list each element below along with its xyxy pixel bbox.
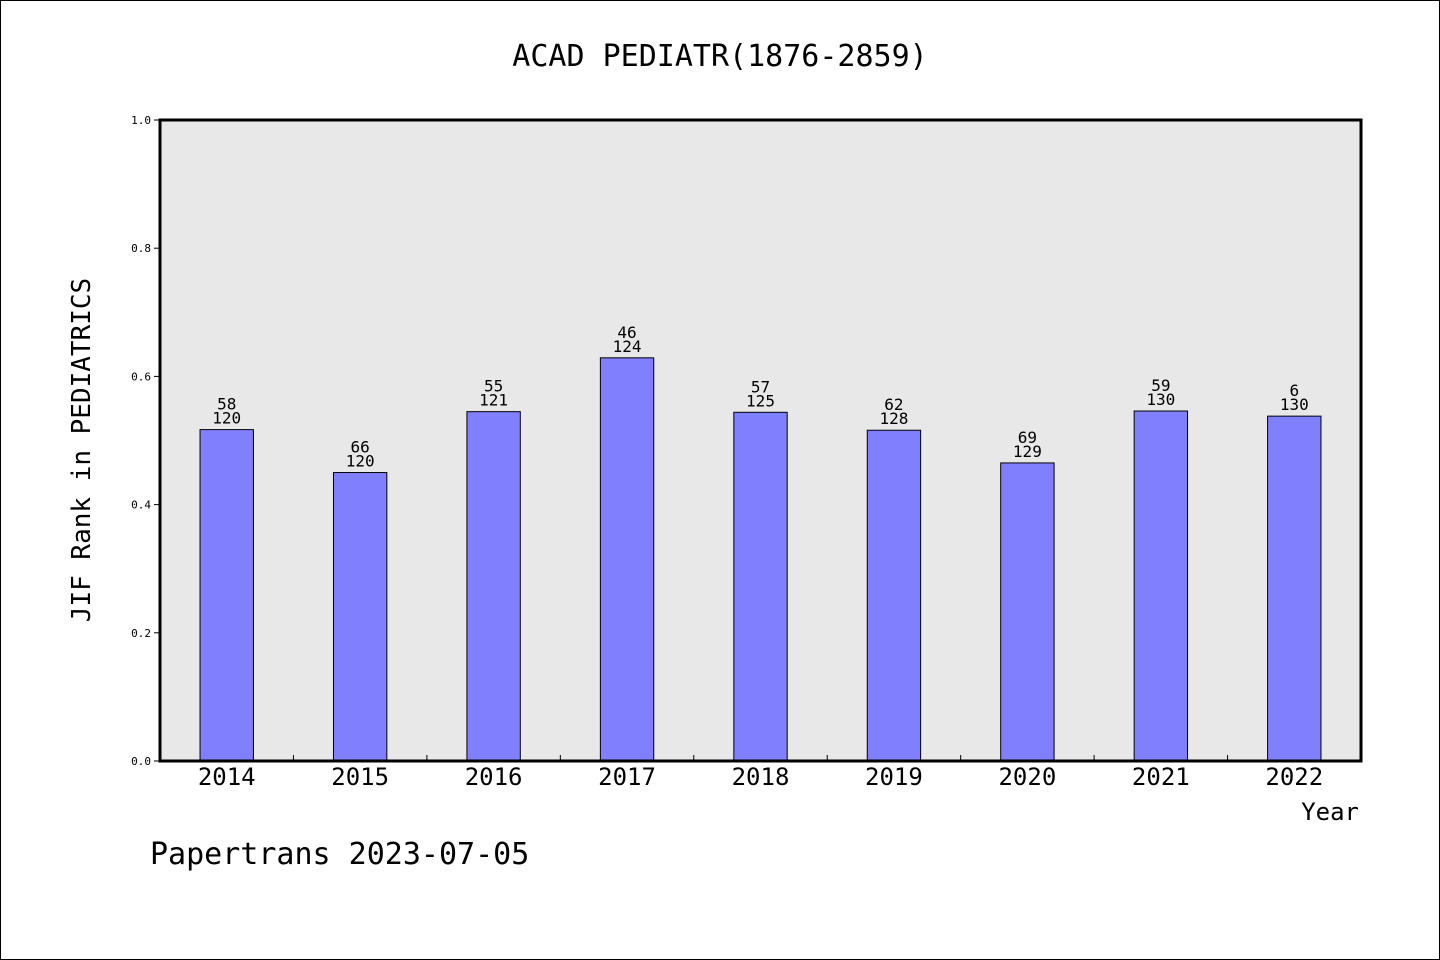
bar-rank-label: 66	[351, 438, 370, 457]
bar-total-label: 128	[879, 409, 908, 428]
x-tick-label: 2020	[998, 763, 1056, 791]
bar-total-label: 124	[613, 337, 642, 356]
x-tick-label: 2017	[598, 763, 656, 791]
y-axis-label: JIF Rank in PEDIATRICS	[67, 278, 97, 622]
x-tick-label: 2019	[865, 763, 923, 791]
bar-total-label: 129	[1013, 442, 1042, 461]
chart-title: ACAD PEDIATR(1876-2859)	[512, 39, 927, 74]
bar-total-label: 121	[479, 391, 508, 410]
bar-2018	[733, 411, 788, 762]
y-tick-label: 1.0	[131, 114, 151, 127]
x-tick-label: 2022	[1265, 763, 1323, 791]
x-axis-label: Year	[1301, 798, 1359, 826]
y-tick-label: 0.0	[131, 755, 151, 768]
bar-2022	[1267, 415, 1322, 762]
bar-2016	[466, 411, 521, 762]
x-tick-label: 2018	[732, 763, 790, 791]
y-tick-label: 0.4	[131, 499, 151, 512]
bar-total-label: 130	[1280, 395, 1309, 414]
bar-total-label: 120	[346, 452, 375, 471]
footer-text: Papertrans 2023-07-05	[150, 837, 529, 872]
y-tick-label: 0.8	[131, 242, 151, 255]
x-tick-label: 2015	[331, 763, 389, 791]
bar-total-label: 120	[212, 409, 241, 428]
bar-rank-label: 57	[751, 377, 770, 396]
bar-rank-label: 69	[1018, 428, 1037, 447]
y-tick-label: 0.2	[131, 627, 151, 640]
bar-rank-label: 55	[484, 377, 503, 396]
bar-rank-label: 46	[617, 323, 636, 342]
bar-2019	[866, 429, 922, 762]
x-axis-ticks: 2014 2015 2016 2017 2018 2019 2020 2021 2022	[198, 755, 1323, 791]
x-tick-label: 2021	[1132, 763, 1190, 791]
bar-2021	[1133, 410, 1189, 762]
bar-rank-label: 6	[1289, 381, 1299, 400]
y-axis-ticks: 0.0 0.2 0.4 0.6 0.8 1.0	[131, 114, 160, 768]
x-tick-label: 2014	[198, 763, 256, 791]
y-tick-label: 0.6	[131, 370, 151, 383]
bar-total-label: 130	[1146, 390, 1175, 409]
bar-rank-label: 62	[884, 395, 903, 414]
bar-2020	[1000, 462, 1055, 762]
bar-2014	[199, 429, 254, 762]
bar-2017	[599, 357, 655, 762]
bar-2015	[332, 472, 388, 762]
plot-border	[158, 118, 1363, 763]
bar-rank-label: 58	[217, 395, 236, 414]
bar-rank-label: 59	[1151, 376, 1170, 395]
bar-total-label: 125	[746, 391, 775, 410]
x-tick-label: 2016	[465, 763, 523, 791]
